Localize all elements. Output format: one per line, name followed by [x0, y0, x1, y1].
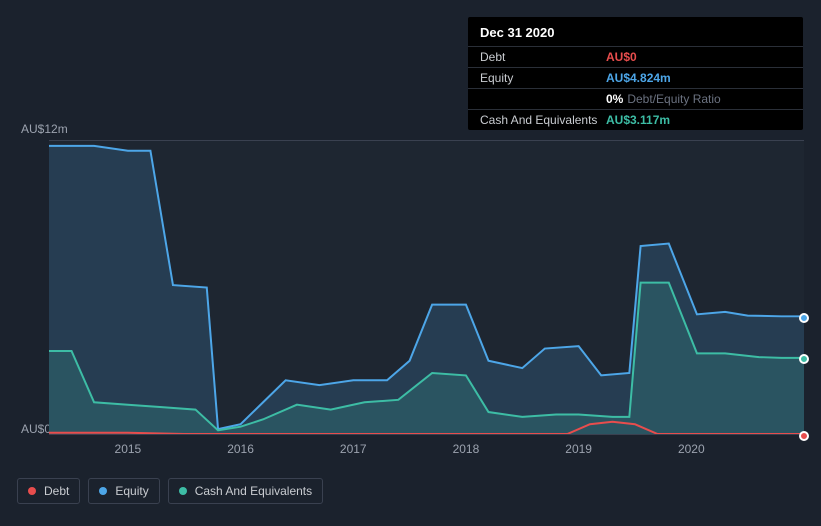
tooltip-row-value: 0%Debt/Equity Ratio	[606, 92, 721, 106]
legend-label: Equity	[115, 484, 148, 498]
y-axis-label-max: AU$12m	[21, 122, 68, 136]
legend-dot-icon	[179, 487, 187, 495]
end-marker	[799, 354, 809, 364]
tooltip-row-label	[480, 92, 606, 106]
tooltip-row-label: Debt	[480, 50, 606, 64]
tooltip-row: Cash And EquivalentsAU$3.117m	[468, 109, 803, 130]
legend-label: Cash And Equivalents	[195, 484, 312, 498]
legend-item[interactable]: Debt	[17, 478, 80, 504]
legend-label: Debt	[44, 484, 69, 498]
x-axis-tick-label: 2020	[678, 442, 705, 456]
tooltip-row-label: Cash And Equivalents	[480, 113, 606, 127]
end-marker	[799, 313, 809, 323]
x-axis-tick-label: 2018	[453, 442, 480, 456]
tooltip-row: 0%Debt/Equity Ratio	[468, 88, 803, 109]
tooltip-row-value: AU$0	[606, 50, 637, 64]
legend: Debt Equity Cash And Equivalents	[17, 478, 323, 504]
end-marker	[799, 431, 809, 441]
tooltip-row: DebtAU$0	[468, 46, 803, 67]
x-axis-tick-label: 2015	[115, 442, 142, 456]
y-axis-label-min: AU$0	[21, 422, 51, 436]
legend-item[interactable]: Cash And Equivalents	[168, 478, 323, 504]
x-axis-tick-label: 2017	[340, 442, 367, 456]
chart-area: AU$12m AU$0 2015 2016 2017 2018 2019 2020	[17, 122, 804, 502]
tooltip-row-value: AU$4.824m	[606, 71, 671, 85]
chart-plot[interactable]	[49, 140, 804, 435]
tooltip-row-label: Equity	[480, 71, 606, 85]
x-axis-tick-label: 2016	[227, 442, 254, 456]
legend-item[interactable]: Equity	[88, 478, 159, 504]
tooltip-date: Dec 31 2020	[468, 17, 803, 46]
tooltip-row-value: AU$3.117m	[606, 113, 670, 127]
tooltip-ratio-suffix: Debt/Equity Ratio	[627, 92, 720, 106]
legend-dot-icon	[28, 487, 36, 495]
x-axis-labels: 2015 2016 2017 2018 2019 2020	[49, 442, 804, 462]
legend-dot-icon	[99, 487, 107, 495]
x-axis-tick-label: 2019	[565, 442, 592, 456]
tooltip-row: EquityAU$4.824m	[468, 67, 803, 88]
tooltip-panel: Dec 31 2020 DebtAU$0EquityAU$4.824m0%Deb…	[468, 17, 803, 130]
